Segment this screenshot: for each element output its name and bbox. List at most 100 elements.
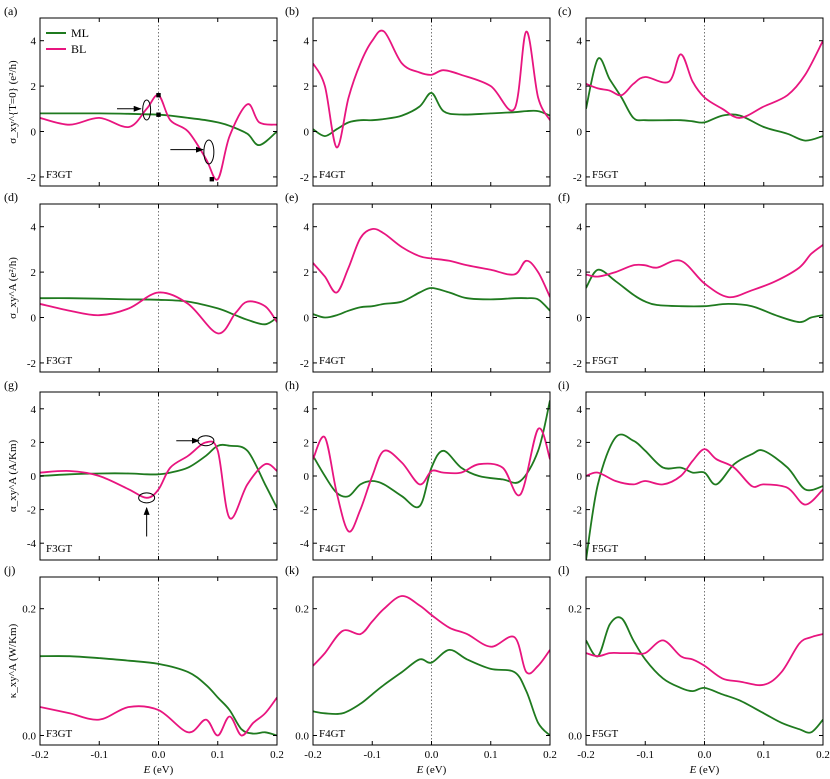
y-tick-label: -2 bbox=[27, 172, 36, 184]
annotation-circle bbox=[203, 139, 215, 165]
y-tick-label: 2 bbox=[31, 267, 37, 279]
y-tick-label: -2 bbox=[300, 172, 309, 184]
y-tick-label: 4 bbox=[304, 222, 310, 234]
y-axis-label: σ_xy^{T=0} (e²/h) bbox=[7, 60, 19, 144]
y-axis-label: σ_xy^A (e²/h) bbox=[7, 257, 19, 319]
legend: ML BL bbox=[46, 26, 89, 56]
series-line-BL bbox=[40, 291, 277, 335]
y-tick-label: 2 bbox=[304, 81, 310, 93]
series-line-ML bbox=[313, 287, 550, 319]
panel-letter: (k) bbox=[285, 563, 299, 577]
material-tag: F5GT bbox=[592, 169, 619, 181]
y-tick-label: 4 bbox=[304, 404, 310, 416]
x-tick-label: 0.1 bbox=[757, 749, 771, 761]
panel-j: -0.2 -0.1 0.0 0.1 0.2 0.0 0.2 (j) F3GT bbox=[4, 563, 284, 761]
series-line-BL bbox=[313, 29, 550, 149]
y-tick-label: 2 bbox=[304, 267, 310, 279]
y-tick-label: 0 bbox=[577, 127, 583, 139]
annotation-circle bbox=[142, 99, 152, 121]
y-tick-label: 2 bbox=[304, 437, 310, 449]
panel-letter: (l) bbox=[558, 563, 569, 577]
data-marker bbox=[156, 112, 161, 117]
series-group bbox=[40, 291, 277, 335]
annotation-circle bbox=[138, 492, 156, 504]
panel-letter: (a) bbox=[4, 4, 17, 18]
material-tag: F4GT bbox=[319, 728, 346, 740]
y-tick-label: -4 bbox=[27, 538, 37, 550]
y-tick-label: 2 bbox=[31, 437, 37, 449]
material-tag: F3GT bbox=[46, 169, 73, 181]
panel-letter: (b) bbox=[285, 4, 299, 18]
material-tag: F4GT bbox=[319, 543, 346, 555]
series-line-BL bbox=[586, 244, 823, 299]
y-tick-label: -2 bbox=[573, 172, 582, 184]
x-axis-label-symbol: E bbox=[689, 764, 697, 776]
x-tick-label: 0.0 bbox=[698, 749, 712, 761]
y-tick-label: -2 bbox=[27, 505, 36, 517]
x-axis-label: E (eV) bbox=[416, 764, 447, 776]
x-tick-label: 0.2 bbox=[270, 749, 284, 761]
y-tick-label: 4 bbox=[31, 36, 37, 48]
x-axis-label-unit: (eV) bbox=[150, 764, 173, 776]
series-line-BL bbox=[586, 40, 823, 119]
y-tick-label: 2 bbox=[577, 267, 583, 279]
series-line-ML bbox=[586, 57, 823, 142]
x-tick-label: 0.2 bbox=[816, 749, 830, 761]
y-tick-label: 0.2 bbox=[295, 604, 309, 616]
series-line-BL bbox=[40, 440, 277, 520]
y-axis-label: κ_xy^A (W/Km) bbox=[7, 623, 19, 698]
y-tick-label: -2 bbox=[573, 358, 582, 370]
y-tick-label: -2 bbox=[300, 505, 309, 517]
panel-letter: (d) bbox=[4, 190, 18, 204]
y-tick-label: 0 bbox=[304, 313, 310, 325]
legend-label-BL: BL bbox=[71, 42, 86, 56]
y-tick-label: -2 bbox=[27, 358, 36, 370]
panel-letter: (c) bbox=[558, 4, 571, 18]
panel-d: -2 0 2 4 (d) F3GT bbox=[4, 190, 278, 373]
x-tick-label: 0.0 bbox=[425, 749, 439, 761]
y-tick-label: 2 bbox=[31, 81, 37, 93]
y-tick-label: 0.0 bbox=[22, 730, 36, 742]
y-tick-label: -2 bbox=[573, 505, 582, 517]
y-tick-label: 2 bbox=[577, 81, 583, 93]
series-line-BL bbox=[313, 595, 550, 675]
y-tick-label: -2 bbox=[300, 358, 309, 370]
series-group bbox=[313, 400, 550, 533]
x-axis-label-unit: (eV) bbox=[696, 764, 719, 776]
series-line-ML bbox=[40, 297, 277, 326]
series-line-ML bbox=[586, 433, 823, 560]
y-tick-label: -4 bbox=[573, 538, 583, 550]
panel-letter: (i) bbox=[558, 378, 569, 392]
series-group bbox=[40, 655, 277, 737]
y-tick-label: 0.0 bbox=[295, 730, 309, 742]
y-tick-label: 2 bbox=[577, 437, 583, 449]
material-tag: F5GT bbox=[592, 543, 619, 555]
panel-a: -2 0 2 4 (a) F3GT bbox=[4, 4, 278, 187]
y-tick-label: -4 bbox=[300, 538, 310, 550]
panel-c: -2 0 2 4 (c) F5GT bbox=[558, 4, 824, 187]
series-group bbox=[313, 29, 550, 149]
series-line-BL bbox=[40, 696, 277, 737]
y-tick-label: 0 bbox=[577, 471, 583, 483]
panel-b: -2 0 2 4 (b) F4GT bbox=[285, 4, 551, 187]
data-marker bbox=[156, 92, 161, 98]
y-axis-label: α_xy^A (A/Km) bbox=[7, 439, 19, 512]
series-line-BL bbox=[586, 633, 823, 687]
series-group bbox=[586, 40, 823, 142]
x-axis-label: E (eV) bbox=[689, 764, 720, 776]
material-tag: F3GT bbox=[46, 543, 73, 555]
series-line-ML bbox=[586, 616, 823, 734]
y-tick-label: 4 bbox=[31, 404, 37, 416]
series-line-BL bbox=[40, 94, 277, 181]
series-line-ML bbox=[40, 443, 277, 509]
panel-letter: (e) bbox=[285, 190, 298, 204]
series-line-BL bbox=[586, 448, 823, 506]
material-tag: F3GT bbox=[46, 728, 73, 740]
series-line-ML bbox=[313, 92, 550, 138]
x-tick-label: 0.0 bbox=[152, 749, 166, 761]
series-line-ML bbox=[313, 400, 550, 509]
series-line-ML bbox=[40, 655, 277, 737]
annotations-g bbox=[138, 435, 215, 537]
panel-k: -0.2 -0.1 0.0 0.1 0.2 0.0 0.2 (k) F4GT bbox=[285, 563, 557, 761]
